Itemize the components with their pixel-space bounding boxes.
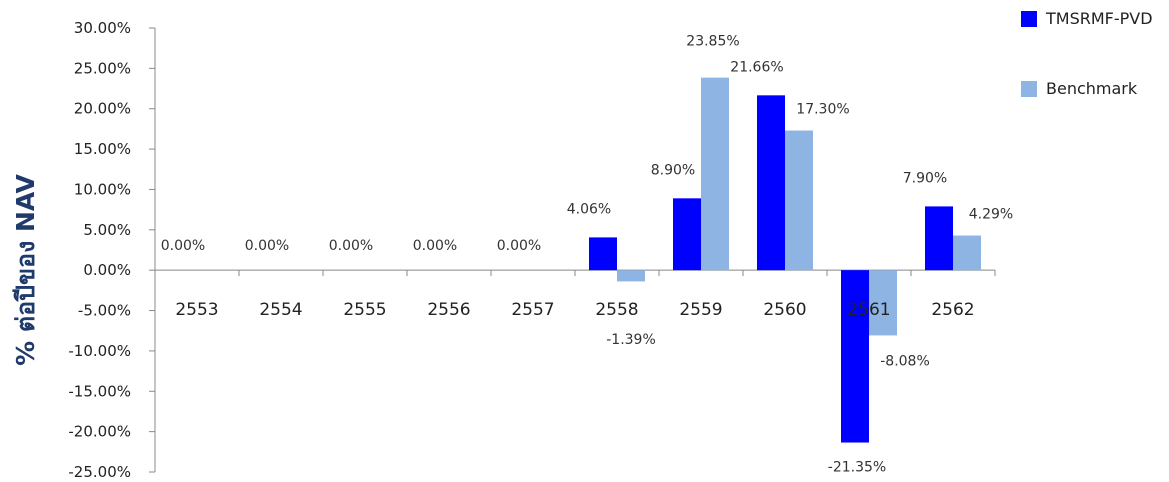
x-category-label: 2561	[847, 300, 890, 320]
x-category-label: 2560	[763, 300, 806, 320]
x-category-label: 2556	[427, 300, 470, 320]
x-category-label: 2557	[511, 300, 554, 320]
legend-swatch-tmsrmf-pvd	[1021, 11, 1037, 27]
y-axis-label: % ต่อปีของ NAV	[11, 173, 40, 365]
y-tick-label: -10.00%	[68, 342, 131, 360]
y-tick-label: -20.00%	[68, 423, 131, 441]
legend-label-benchmark: Benchmark	[1046, 79, 1138, 98]
data-label-tmsrmf-pvd: 7.90%	[903, 170, 947, 186]
bar-tmsrmf-pvd	[841, 270, 869, 443]
bar-benchmark	[869, 270, 897, 336]
data-label-benchmark: 23.85%	[686, 34, 739, 50]
data-label-tmsrmf-pvd: 4.06%	[567, 201, 611, 217]
y-tick-label: -5.00%	[78, 302, 131, 320]
x-category-label: 2553	[175, 300, 218, 320]
bars-layer	[589, 77, 981, 443]
bar-benchmark	[701, 77, 729, 271]
data-label-tmsrmf-pvd: 0.00%	[413, 238, 457, 254]
y-tick-label: 25.00%	[74, 59, 131, 77]
x-category-label: 2559	[679, 300, 722, 320]
x-category-label: 2562	[931, 300, 974, 320]
y-tick-label: 15.00%	[74, 140, 131, 158]
legend-swatch-benchmark	[1021, 81, 1037, 97]
data-label-tmsrmf-pvd: 0.00%	[245, 238, 289, 254]
bar-benchmark	[617, 270, 645, 282]
axis-layer: 30.00% 25.00% 20.00% 15.00% 10.00% 5.00% 0.00%…	[68, 19, 996, 481]
data-label-benchmark: 4.29%	[969, 207, 1013, 223]
x-category-label: 2558	[595, 300, 638, 320]
bar-tmsrmf-pvd	[589, 237, 617, 271]
y-tick-label: 0.00%	[83, 261, 131, 279]
bar-tmsrmf-pvd	[757, 95, 785, 271]
data-label-tmsrmf-pvd: 0.00%	[329, 238, 373, 254]
y-tick-label: 10.00%	[74, 180, 131, 198]
data-label-benchmark: 17.30%	[796, 102, 849, 118]
bar-benchmark	[785, 130, 813, 271]
y-tick-label: -25.00%	[68, 463, 131, 481]
y-tick-label: 5.00%	[83, 221, 131, 239]
x-category-label: 2555	[343, 300, 386, 320]
data-label-tmsrmf-pvd: -21.35%	[828, 460, 886, 476]
data-label-tmsrmf-pvd: 21.66%	[730, 59, 783, 75]
data-label-benchmark: -8.08%	[880, 353, 930, 369]
bar-tmsrmf-pvd	[673, 198, 701, 271]
y-tick-label: 30.00%	[74, 19, 131, 37]
data-label-tmsrmf-pvd: 0.00%	[497, 238, 541, 254]
data-label-tmsrmf-pvd: 8.90%	[651, 162, 695, 178]
y-tick-label: 20.00%	[74, 100, 131, 118]
legend-label-tmsrmf-pvd: TMSRMF-PVD	[1045, 9, 1153, 28]
bar-tmsrmf-pvd	[925, 206, 953, 271]
x-category-label: 2554	[259, 300, 302, 320]
y-tick-label: -15.00%	[68, 382, 131, 400]
data-label-benchmark: -1.39%	[606, 332, 656, 348]
legend: TMSRMF-PVD Benchmark	[1021, 9, 1153, 98]
data-label-tmsrmf-pvd: 0.00%	[161, 238, 205, 254]
data-labels-layer: 2553 2554 2555 2556 2557 2558 2559 2560 2561 2562…	[161, 34, 1013, 476]
bar-benchmark	[953, 235, 981, 271]
